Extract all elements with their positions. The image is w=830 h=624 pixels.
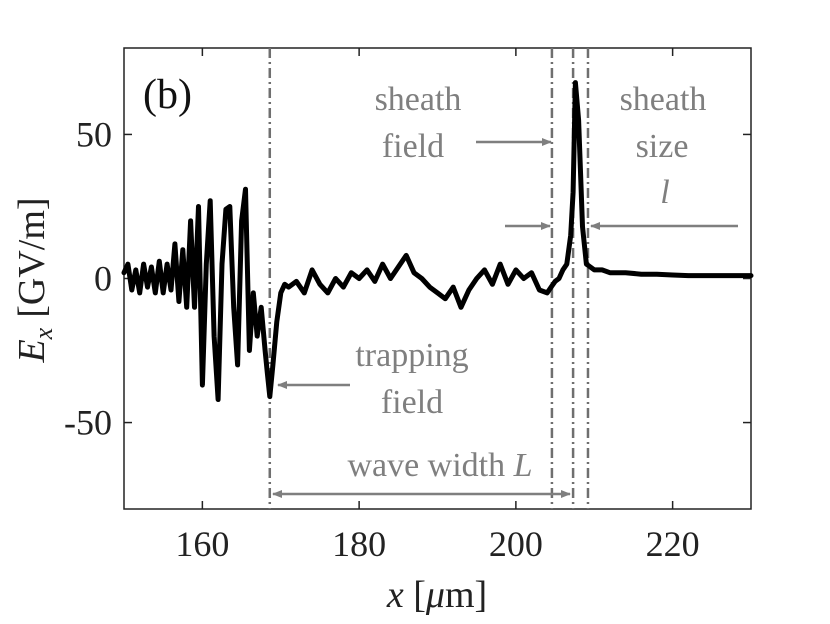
x-tick-label-220: 220	[646, 524, 700, 564]
wave-width-label: wave width L	[347, 447, 532, 484]
wave-width-text: wave width	[347, 447, 505, 484]
y-axis-var: E	[11, 339, 53, 363]
x-tick-label-160: 160	[175, 524, 229, 564]
y-axis-unit: [GV/m]	[11, 197, 53, 317]
x-axis-label: x [μm]	[386, 574, 487, 616]
x-tick-label-200: 200	[489, 524, 543, 564]
y-tick-label-1: 0	[94, 259, 112, 299]
sheath-size-symbol: l	[660, 174, 669, 211]
x-axis-unit: m]	[445, 574, 487, 616]
wave-width-symbol: L	[513, 447, 533, 484]
sheath-size-label-line1: sheath	[620, 81, 707, 118]
sheath-field-label-line2: field	[382, 128, 444, 165]
y-tick-label-2: -50	[64, 403, 112, 443]
trapping-field-label-line2: field	[381, 384, 443, 421]
x-axis-unit-mu: μ	[425, 574, 445, 616]
sheath-field-label-line1: sheath	[375, 81, 462, 118]
y-axis-label: Ex [GV/m]	[11, 197, 58, 363]
reference-lines	[268, 48, 590, 509]
x-axis-ticks: 160 180 200 220	[175, 48, 700, 564]
ex-field-line	[121, 80, 754, 402]
x-axis-unit-open: [	[413, 574, 426, 616]
y-tick-label-0: 50	[76, 114, 112, 154]
panel-label: (b)	[143, 72, 192, 118]
y-axis-ticks: 50 0 -50	[64, 114, 751, 443]
y-axis-sub: x	[29, 327, 58, 340]
trapping-field-label-line1: trapping	[355, 337, 468, 374]
x-tick-label-180: 180	[332, 524, 386, 564]
sheath-size-label-line2: size	[636, 128, 689, 165]
x-axis-var: x	[386, 574, 404, 616]
